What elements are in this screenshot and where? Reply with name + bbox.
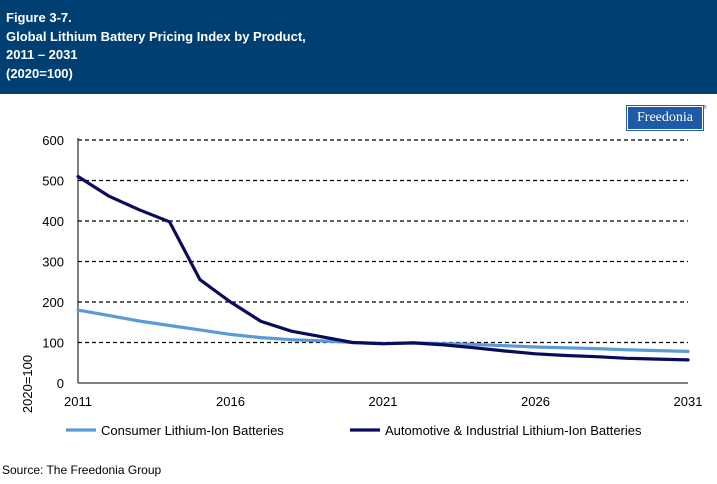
figure-title-line-1: Global Lithium Battery Pricing Index by … bbox=[6, 28, 306, 44]
legend-label: Consumer Lithium-Ion Batteries bbox=[101, 423, 284, 438]
x-tick-label: 2011 bbox=[64, 394, 92, 409]
x-axis-ticks: 2011 2016 2021 2026 2031 bbox=[64, 394, 702, 409]
source-note: Source: The Freedonia Group bbox=[2, 463, 162, 477]
chart-legend: Consumer Lithium-Ion Batteries Automotive… bbox=[66, 423, 642, 438]
gridlines bbox=[77, 138, 688, 384]
y-axis-label: 2020=100 bbox=[20, 355, 35, 413]
series-line-automotive-industrial bbox=[76, 174, 690, 362]
x-tick-label: 2021 bbox=[369, 394, 398, 409]
y-axis-ticks: 0 100 200 300 400 500 600 bbox=[42, 133, 64, 391]
y-tick-label: 100 bbox=[42, 336, 64, 351]
line-chart: 0 100 200 300 400 500 600 2011 2016 2021 2026 2031… bbox=[20, 133, 702, 438]
x-tick-label: 2026 bbox=[521, 394, 550, 409]
y-tick-label: 200 bbox=[42, 295, 64, 310]
registered-mark: ® bbox=[703, 105, 707, 111]
x-tick-label: 2016 bbox=[216, 394, 245, 409]
y-tick-label: 600 bbox=[42, 133, 64, 148]
figure-title-line-3: (2020=100) bbox=[6, 65, 73, 81]
legend-label: Automotive & Industrial Lithium-Ion Batt… bbox=[385, 423, 642, 438]
freedonia-logo: Freedonia bbox=[627, 106, 703, 130]
x-tick-label: 2031 bbox=[674, 394, 703, 409]
figure-header: Figure 3-7. Global Lithium Battery Prici… bbox=[0, 0, 717, 94]
y-tick-label: 0 bbox=[57, 376, 64, 391]
figure-title-line-2: 2011 – 2031 bbox=[6, 47, 78, 62]
figure-number: Figure 3-7. bbox=[6, 10, 72, 25]
y-tick-label: 500 bbox=[42, 174, 64, 189]
chart-series bbox=[76, 174, 690, 362]
y-tick-label: 300 bbox=[42, 255, 64, 270]
y-tick-label: 400 bbox=[42, 214, 64, 229]
